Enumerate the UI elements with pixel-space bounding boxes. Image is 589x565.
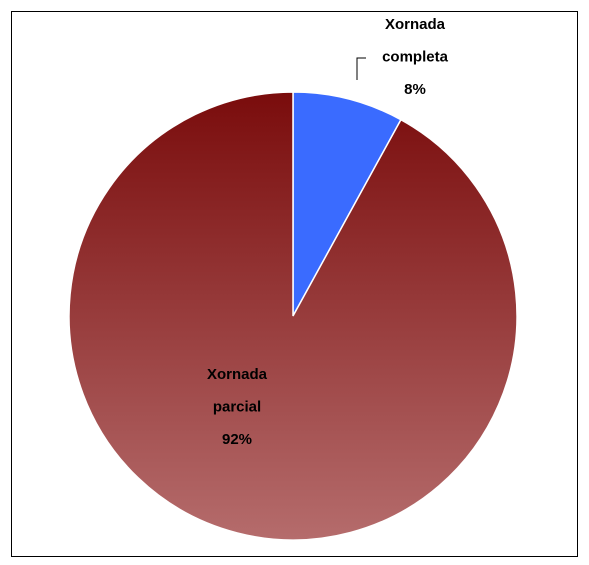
slice-label: Xornada completa <box>382 16 449 66</box>
slice-label: Xornada parcial <box>207 366 268 416</box>
slice-value-label: 92% <box>222 431 252 448</box>
leader-line <box>356 57 366 80</box>
chart-border <box>11 11 578 557</box>
slice-value-label: 8% <box>404 81 426 98</box>
pie-slice <box>292 91 402 317</box>
slice-label-line: parcial <box>213 398 261 415</box>
slice-label-line: Xornada <box>385 16 446 33</box>
slice-label-line: completa <box>382 48 449 65</box>
pie-slice <box>68 91 518 541</box>
slice-label-line: Xornada <box>207 366 268 383</box>
